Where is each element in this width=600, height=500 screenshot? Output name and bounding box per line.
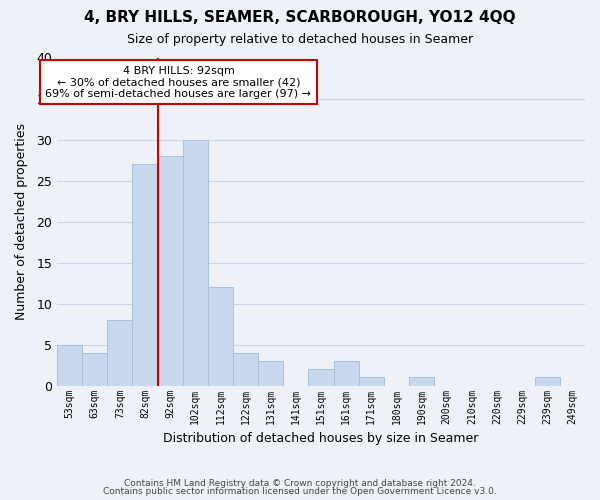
Text: Contains HM Land Registry data © Crown copyright and database right 2024.: Contains HM Land Registry data © Crown c… [124,478,476,488]
Bar [359,378,384,386]
Bar [158,156,183,386]
Bar [208,287,233,386]
Text: Size of property relative to detached houses in Seamer: Size of property relative to detached ho… [127,32,473,46]
Text: Contains public sector information licensed under the Open Government Licence v3: Contains public sector information licen… [103,487,497,496]
Text: 4 BRY HILLS: 92sqm
← 30% of detached houses are smaller (42)
69% of semi-detache: 4 BRY HILLS: 92sqm ← 30% of detached hou… [46,66,311,99]
Bar [107,320,133,386]
Y-axis label: Number of detached properties: Number of detached properties [15,123,28,320]
Bar [535,378,560,386]
Bar [183,140,208,386]
X-axis label: Distribution of detached houses by size in Seamer: Distribution of detached houses by size … [163,432,479,445]
Bar [308,369,334,386]
Text: 4, BRY HILLS, SEAMER, SCARBOROUGH, YO12 4QQ: 4, BRY HILLS, SEAMER, SCARBOROUGH, YO12 … [84,10,516,25]
Bar [334,361,359,386]
Bar [258,361,283,386]
Bar [82,353,107,386]
Bar [233,353,258,386]
Bar [409,378,434,386]
Bar [57,344,82,386]
Bar [133,164,158,386]
